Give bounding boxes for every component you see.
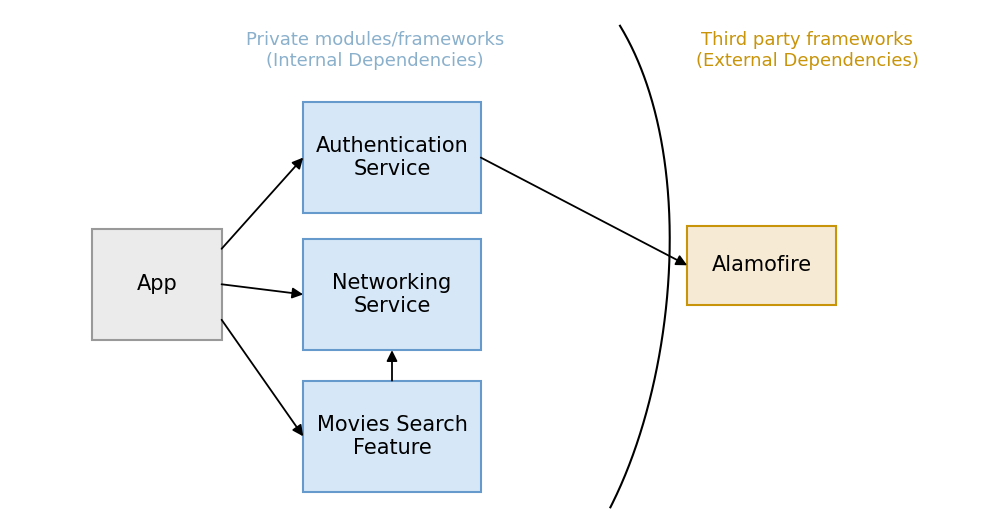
FancyBboxPatch shape — [303, 239, 481, 350]
FancyBboxPatch shape — [303, 102, 481, 213]
FancyBboxPatch shape — [92, 229, 222, 340]
FancyBboxPatch shape — [687, 226, 836, 305]
FancyBboxPatch shape — [303, 381, 481, 492]
Text: Private modules/frameworks
(Internal Dependencies): Private modules/frameworks (Internal Dep… — [246, 31, 504, 70]
Text: Movies Search
Feature: Movies Search Feature — [317, 414, 467, 458]
Text: Alamofire: Alamofire — [712, 255, 812, 275]
Text: App: App — [136, 274, 177, 294]
Text: Networking
Service: Networking Service — [332, 273, 452, 316]
Text: Authentication
Service: Authentication Service — [316, 136, 468, 179]
Text: Third party frameworks
(External Dependencies): Third party frameworks (External Depende… — [696, 31, 919, 70]
